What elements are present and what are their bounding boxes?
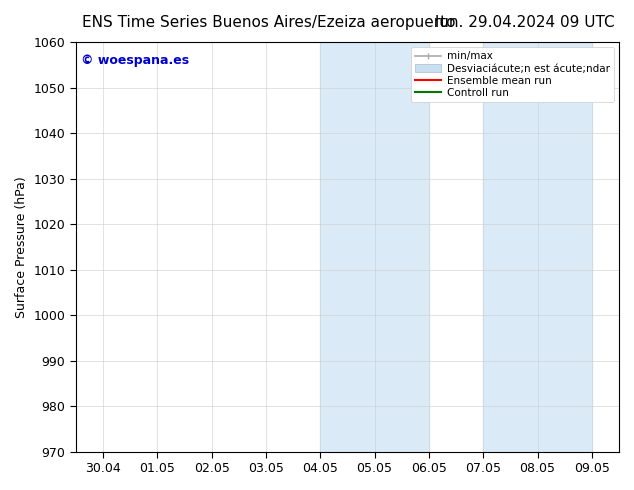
- Y-axis label: Surface Pressure (hPa): Surface Pressure (hPa): [15, 176, 28, 318]
- Text: © woespana.es: © woespana.es: [81, 54, 190, 67]
- Text: ENS Time Series Buenos Aires/Ezeiza aeropuerto: ENS Time Series Buenos Aires/Ezeiza aero…: [82, 15, 456, 30]
- Bar: [483, 42, 592, 452]
- Bar: [320, 42, 429, 452]
- Legend: min/max, Desviaciácute;n est ácute;ndar, Ensemble mean run, Controll run: min/max, Desviaciácute;n est ácute;ndar,…: [411, 47, 614, 102]
- Text: lun. 29.04.2024 09 UTC: lun. 29.04.2024 09 UTC: [436, 15, 615, 30]
